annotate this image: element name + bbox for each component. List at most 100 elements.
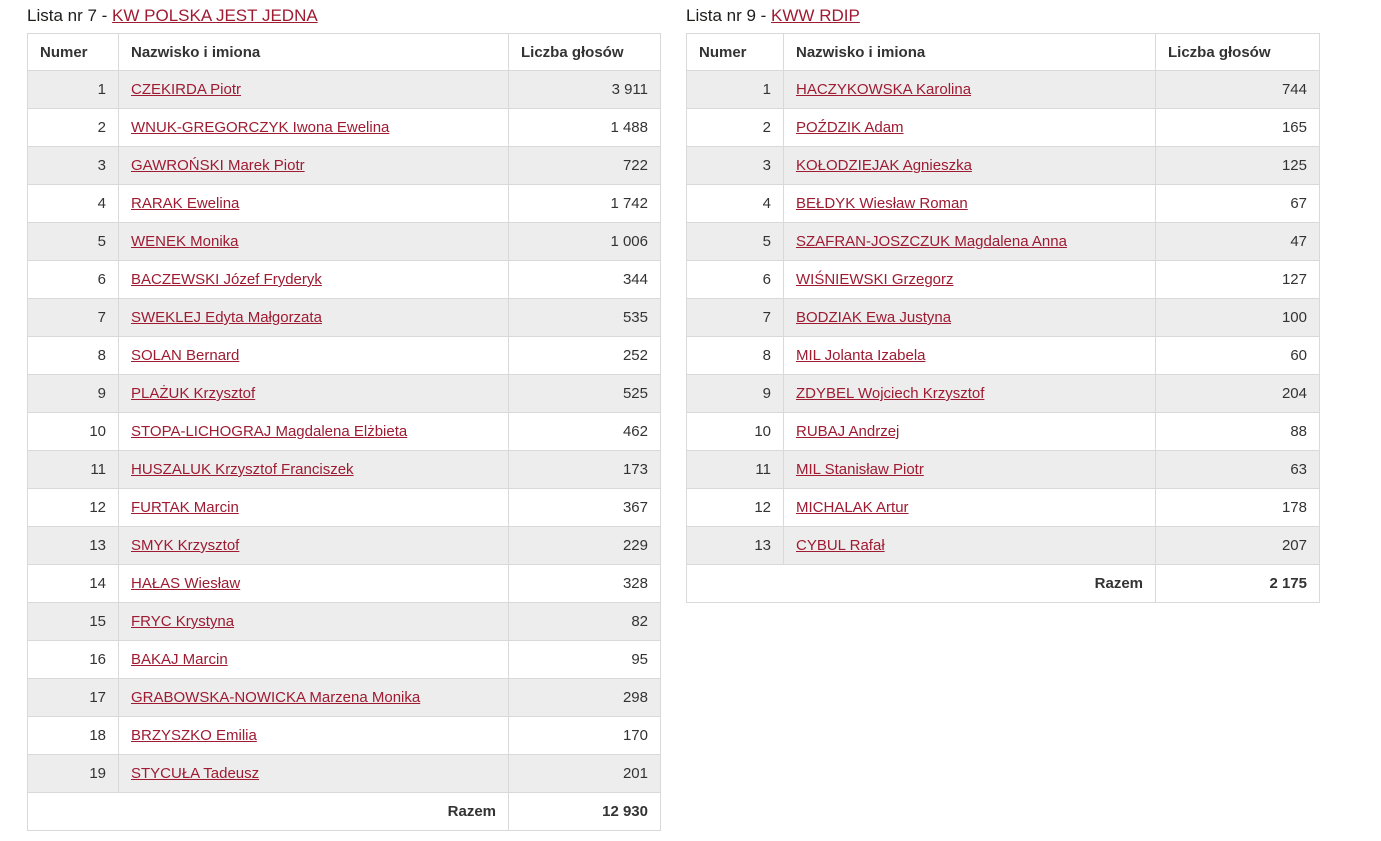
candidate-votes: 165 xyxy=(1155,108,1320,147)
candidate-link[interactable]: MIL Jolanta Izabela xyxy=(796,347,926,364)
table-row: 9 ZDYBEL Wojciech Krzysztof 204 xyxy=(686,374,1320,413)
total-row: Razem 2 175 xyxy=(686,564,1320,603)
candidate-link[interactable]: GAWROŃSKI Marek Piotr xyxy=(131,157,305,174)
table-row: 9 PLAŻUK Krzysztof 525 xyxy=(27,374,661,413)
table-row: 5 SZAFRAN-JOSZCZUK Magdalena Anna 47 xyxy=(686,222,1320,261)
candidate-link[interactable]: STYCUŁA Tadeusz xyxy=(131,765,260,782)
candidate-number: 2 xyxy=(686,108,784,147)
candidate-link[interactable]: FRYC Krystyna xyxy=(131,613,235,630)
candidate-link[interactable]: CYBUL Rafał xyxy=(796,537,885,554)
table-row: 10 STOPA-LICHOGRAJ Magdalena Elżbieta 462 xyxy=(27,412,661,451)
table-row: 7 SWEKLEJ Edyta Małgorzata 535 xyxy=(27,298,661,337)
total-row: Razem 12 930 xyxy=(27,792,661,831)
candidate-link[interactable]: FURTAK Marcin xyxy=(131,499,239,516)
table-row: 6 WIŚNIEWSKI Grzegorz 127 xyxy=(686,260,1320,299)
candidate-number: 11 xyxy=(27,450,119,489)
candidate-link[interactable]: GRABOWSKA-NOWICKA Marzena Monika xyxy=(131,689,421,706)
candidate-votes: 328 xyxy=(508,564,661,603)
candidate-votes: 1 006 xyxy=(508,222,661,261)
candidate-name-cell: BACZEWSKI Józef Fryderyk xyxy=(118,260,509,299)
candidate-link[interactable]: BRZYSZKO Emilia xyxy=(131,727,257,744)
candidate-votes: 722 xyxy=(508,146,661,185)
candidate-number: 4 xyxy=(686,184,784,223)
column-header-liczba: Liczba głosów xyxy=(1155,33,1320,71)
candidate-number: 1 xyxy=(27,70,119,109)
committee-link[interactable]: KW POLSKA JEST JEDNA xyxy=(112,6,318,25)
table-row: 17 GRABOWSKA-NOWICKA Marzena Monika 298 xyxy=(27,678,661,717)
candidate-link[interactable]: WIŚNIEWSKI Grzegorz xyxy=(796,271,954,288)
candidate-link[interactable]: SWEKLEJ Edyta Małgorzata xyxy=(131,309,322,326)
candidate-name-cell: MICHALAK Artur xyxy=(783,488,1156,527)
total-label: Razem xyxy=(27,792,509,831)
candidate-number: 7 xyxy=(686,298,784,337)
candidate-votes: 229 xyxy=(508,526,661,565)
candidate-votes: 125 xyxy=(1155,146,1320,185)
candidate-number: 3 xyxy=(27,146,119,185)
candidate-link[interactable]: POŹDZIK Adam xyxy=(796,119,904,136)
candidate-name-cell: CZEKIRDA Piotr xyxy=(118,70,509,109)
header-row: Numer Nazwisko i imiona Liczba głosów xyxy=(686,33,1320,71)
candidate-link[interactable]: MICHALAK Artur xyxy=(796,499,909,516)
committee-link[interactable]: KWW RDIP xyxy=(771,6,860,25)
candidate-link[interactable]: WNUK-GREGORCZYK Iwona Ewelina xyxy=(131,119,390,136)
candidate-link[interactable]: SZAFRAN-JOSZCZUK Magdalena Anna xyxy=(796,233,1067,250)
candidate-number: 8 xyxy=(27,336,119,375)
candidate-link[interactable]: HACZYKOWSKA Karolina xyxy=(796,81,972,98)
candidate-link[interactable]: BODZIAK Ewa Justyna xyxy=(796,309,952,326)
table-row: 16 BAKAJ Marcin 95 xyxy=(27,640,661,679)
candidate-link[interactable]: STOPA-LICHOGRAJ Magdalena Elżbieta xyxy=(131,423,408,440)
list-title: Lista nr 7 - KW POLSKA JEST JEDNA xyxy=(27,6,661,26)
candidate-name-cell: HUSZALUK Krzysztof Franciszek xyxy=(118,450,509,489)
candidate-name-cell: STYCUŁA Tadeusz xyxy=(118,754,509,793)
candidate-name-cell: BAKAJ Marcin xyxy=(118,640,509,679)
candidate-link[interactable]: BEŁDYK Wiesław Roman xyxy=(796,195,968,212)
candidate-link[interactable]: WENEK Monika xyxy=(131,233,239,250)
candidate-name-cell: MIL Jolanta Izabela xyxy=(783,336,1156,375)
table-row: 14 HAŁAS Wiesław 328 xyxy=(27,564,661,603)
candidate-number: 5 xyxy=(686,222,784,261)
candidate-link[interactable]: HUSZALUK Krzysztof Franciszek xyxy=(131,461,354,478)
total-label: Razem xyxy=(686,564,1156,603)
candidate-link[interactable]: BACZEWSKI Józef Fryderyk xyxy=(131,271,322,288)
candidate-link[interactable]: RARAK Ewelina xyxy=(131,195,240,212)
table-row: 8 MIL Jolanta Izabela 60 xyxy=(686,336,1320,375)
candidate-link[interactable]: BAKAJ Marcin xyxy=(131,651,228,668)
column-header-numer: Numer xyxy=(27,33,119,71)
candidate-votes: 95 xyxy=(508,640,661,679)
candidate-votes: 170 xyxy=(508,716,661,755)
candidate-name-cell: STOPA-LICHOGRAJ Magdalena Elżbieta xyxy=(118,412,509,451)
candidate-link[interactable]: CZEKIRDA Piotr xyxy=(131,81,242,98)
candidate-link[interactable]: SMYK Krzysztof xyxy=(131,537,240,554)
candidate-number: 13 xyxy=(686,526,784,565)
candidate-link[interactable]: ZDYBEL Wojciech Krzysztof xyxy=(796,385,985,402)
list-title-prefix: Lista nr 9 - xyxy=(686,6,772,25)
candidate-link[interactable]: MIL Stanisław Piotr xyxy=(796,461,924,478)
table-row: 12 MICHALAK Artur 178 xyxy=(686,488,1320,527)
candidate-votes: 63 xyxy=(1155,450,1320,489)
candidate-votes: 1 488 xyxy=(508,108,661,147)
candidate-number: 14 xyxy=(27,564,119,603)
list-title: Lista nr 9 - KWW RDIP xyxy=(686,6,1320,26)
candidate-votes: 344 xyxy=(508,260,661,299)
candidate-link[interactable]: KOŁODZIEJAK Agnieszka xyxy=(796,157,972,174)
table-row: 3 KOŁODZIEJAK Agnieszka 125 xyxy=(686,146,1320,185)
candidate-number: 5 xyxy=(27,222,119,261)
candidate-link[interactable]: PLAŻUK Krzysztof xyxy=(131,385,256,402)
candidate-link[interactable]: HAŁAS Wiesław xyxy=(131,575,241,592)
candidate-link[interactable]: SOLAN Bernard xyxy=(131,347,240,364)
candidate-votes: 88 xyxy=(1155,412,1320,451)
candidate-number: 1 xyxy=(686,70,784,109)
column-header-numer: Numer xyxy=(686,33,784,71)
column-header-nazwisko: Nazwisko i imiona xyxy=(118,33,509,71)
candidate-number: 4 xyxy=(27,184,119,223)
candidate-number: 10 xyxy=(686,412,784,451)
candidate-link[interactable]: RUBAJ Andrzej xyxy=(796,423,900,440)
candidate-name-cell: WENEK Monika xyxy=(118,222,509,261)
table-row: 15 FRYC Krystyna 82 xyxy=(27,602,661,641)
candidate-name-cell: WNUK-GREGORCZYK Iwona Ewelina xyxy=(118,108,509,147)
candidate-votes: 60 xyxy=(1155,336,1320,375)
candidate-name-cell: POŹDZIK Adam xyxy=(783,108,1156,147)
